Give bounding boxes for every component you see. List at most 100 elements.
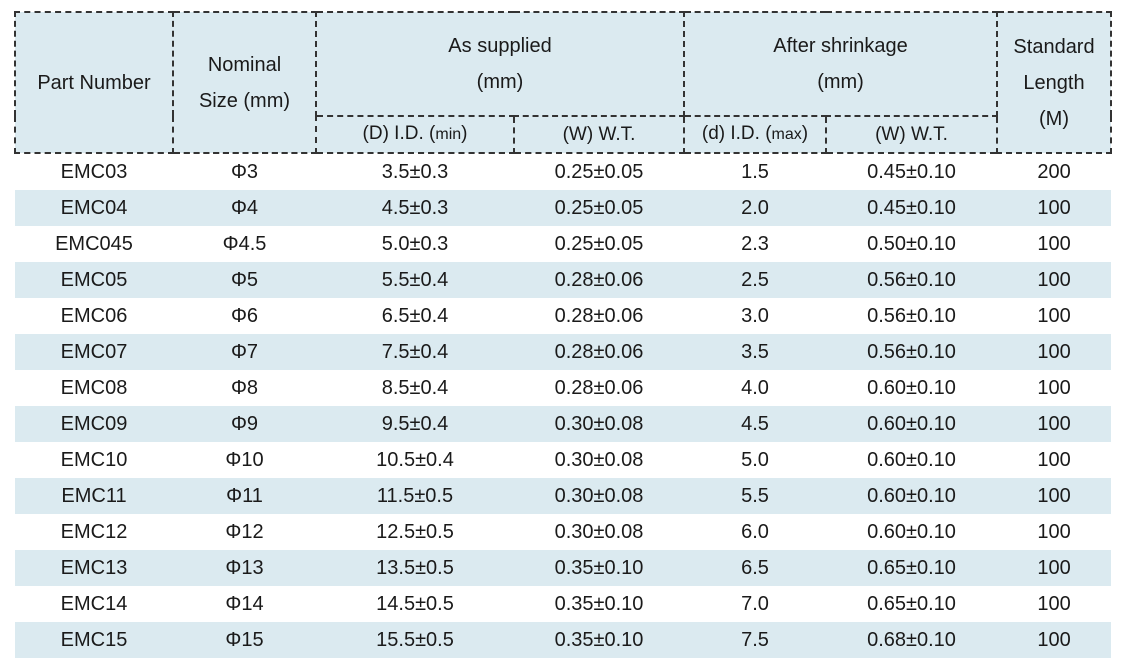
supplied-id-cell: 5.5±0.4 [316, 262, 514, 298]
nominal-size-cell: Φ6 [230, 305, 259, 327]
header-supplied-id-suffix: ) [461, 123, 468, 144]
part-number-cell: EMC14 [60, 593, 128, 615]
supplied-wt-cell: 0.30±0.08 [514, 478, 684, 514]
header-supplied-wt-label: (W) W.T. [562, 123, 636, 145]
table-row: EMC08 Φ8 8.5±0.4 0.28±0.06 4.0 0.60±0.10 100 [15, 370, 1111, 406]
shrunk-wt-cell: 0.45±0.10 [826, 190, 998, 226]
supplied-wt-cell: 0.30±0.08 [514, 406, 684, 442]
header-standard-length-line3: (M) [1039, 107, 1069, 130]
header-shrunk-id: (d) I.D. (max) [683, 115, 827, 154]
supplied-id-cell: 8.5±0.4 [381, 377, 449, 399]
nominal-size-cell: Φ9 [173, 406, 316, 442]
supplied-id-cell: 11.5±0.5 [316, 478, 514, 514]
standard-length-cell: 100 [1037, 593, 1071, 615]
supplied-wt-cell: 0.28±0.06 [514, 334, 684, 370]
table-row: EMC14 Φ14 14.5±0.5 0.35±0.10 7.0 0.65±0.10 100 [15, 586, 1111, 622]
shrunk-wt-cell: 0.56±0.10 [826, 262, 998, 298]
header-part-number-label: Part Number [37, 71, 151, 94]
standard-length-cell: 100 [997, 190, 1112, 226]
nominal-size-cell: Φ12 [225, 521, 264, 543]
header-shrunk-wt: (W) W.T. [824, 115, 999, 154]
part-number-cell: EMC07 [15, 334, 173, 370]
header-shrunk-wt-label: (W) W.T. [875, 123, 948, 145]
header-after-shrinkage-line1: After shrinkage [773, 35, 908, 57]
standard-length-cell: 100 [997, 550, 1112, 586]
header-shrunk-id-prefix: (d) I.D. ( [701, 123, 772, 144]
supplied-wt-cell: 0.35±0.10 [554, 593, 644, 615]
header-as-supplied: As supplied (mm) [315, 11, 685, 117]
table-body: EMC03 Φ3 3.5±0.3 0.25±0.05 1.5 0.45±0.10 200 EM… [15, 153, 1112, 658]
standard-length-cell: 100 [997, 262, 1112, 298]
table-row: EMC05 Φ5 5.5±0.4 0.28±0.06 2.5 0.56±0.10 100 [15, 262, 1112, 298]
header-as-supplied-line2: (mm) [476, 71, 524, 93]
table-row: EMC07 Φ7 7.5±0.4 0.28±0.06 3.5 0.56±0.10 100 [15, 334, 1112, 370]
shrunk-wt-cell: 0.60±0.10 [867, 521, 956, 543]
supplied-wt-cell: 0.25±0.05 [554, 161, 644, 183]
header-nominal-size-line1: Nominal [207, 53, 282, 76]
nominal-size-cell: Φ8 [230, 377, 259, 399]
shrunk-id-cell: 2.0 [684, 190, 826, 226]
nominal-size-cell: Φ7 [173, 334, 316, 370]
supplied-id-cell: 12.5±0.5 [376, 521, 454, 543]
shrunk-id-cell: 7.5 [684, 622, 826, 658]
nominal-size-cell: Φ15 [173, 622, 316, 658]
standard-length-cell: 100 [997, 334, 1112, 370]
standard-length-cell: 100 [1037, 305, 1071, 327]
part-number-cell: EMC05 [15, 262, 173, 298]
shrunk-wt-cell: 0.56±0.10 [867, 305, 956, 327]
standard-length-cell: 200 [1037, 161, 1071, 183]
header-nominal-size: Nominal Size (mm) [172, 11, 317, 154]
part-number-cell: EMC11 [15, 478, 173, 514]
header-shrunk-id-suffix: ) [801, 123, 809, 144]
header-standard-length-line1: Standard [1013, 35, 1095, 58]
supplied-wt-cell: 0.35±0.10 [514, 622, 684, 658]
table-row: EMC045 Φ4.5 5.0±0.3 0.25±0.05 2.3 0.50±0.10 10… [15, 226, 1111, 262]
nominal-size-cell: Φ13 [173, 550, 316, 586]
shrunk-wt-cell: 0.60±0.10 [867, 449, 956, 471]
table-row: EMC09 Φ9 9.5±0.4 0.30±0.08 4.5 0.60±0.10 100 [15, 406, 1112, 442]
supplied-id-cell: 9.5±0.4 [316, 406, 514, 442]
standard-length-cell: 100 [997, 406, 1112, 442]
header-supplied-wt: (W) W.T. [513, 115, 685, 154]
shrunk-wt-cell: 0.60±0.10 [826, 406, 998, 442]
supplied-id-cell: 13.5±0.5 [316, 550, 514, 586]
nominal-size-cell: Φ11 [173, 478, 316, 514]
part-number-cell: EMC08 [60, 377, 128, 399]
shrunk-id-cell: 6.0 [741, 521, 769, 543]
part-number-cell: EMC13 [15, 550, 173, 586]
shrunk-id-cell: 2.3 [741, 233, 769, 255]
standard-length-cell: 100 [997, 622, 1112, 658]
header-supplied-id-prefix: (D) I.D. ( [362, 123, 436, 144]
supplied-id-cell: 3.5±0.3 [381, 161, 449, 183]
table-header: Part Number Nominal Size (mm) As supplie… [14, 11, 1113, 154]
shrunk-wt-cell: 0.65±0.10 [867, 593, 956, 615]
supplied-wt-cell: 0.35±0.10 [514, 550, 684, 586]
supplied-id-cell: 10.5±0.4 [376, 449, 454, 471]
shrunk-id-cell: 2.5 [684, 262, 826, 298]
part-number-cell: EMC10 [60, 449, 128, 471]
supplied-id-cell: 15.5±0.5 [316, 622, 514, 658]
table-row: EMC13 Φ13 13.5±0.5 0.35±0.10 6.5 0.65±0.10 100 [15, 550, 1112, 586]
table-row: EMC10 Φ10 10.5±0.4 0.30±0.08 5.0 0.60±0.10 100 [15, 442, 1111, 478]
shrunk-wt-cell: 0.68±0.10 [826, 622, 998, 658]
shrunk-id-cell: 6.5 [684, 550, 826, 586]
part-number-cell: EMC12 [60, 521, 128, 543]
standard-length-cell: 100 [1037, 521, 1071, 543]
header-as-supplied-line1: As supplied [448, 35, 552, 57]
shrunk-wt-cell: 0.56±0.10 [826, 334, 998, 370]
supplied-wt-cell: 0.28±0.06 [554, 305, 644, 327]
table-row: EMC03 Φ3 3.5±0.3 0.25±0.05 1.5 0.45±0.10 200 [15, 153, 1111, 190]
supplied-wt-cell: 0.25±0.05 [554, 233, 644, 255]
standard-length-cell: 100 [1037, 377, 1071, 399]
nominal-size-cell: Φ10 [225, 449, 264, 471]
standard-length-cell: 100 [1037, 233, 1071, 255]
table-row: EMC12 Φ12 12.5±0.5 0.30±0.08 6.0 0.60±0.10 100 [15, 514, 1111, 550]
header-shrunk-id-unit: max [771, 126, 802, 143]
table-row: EMC15 Φ15 15.5±0.5 0.35±0.10 7.5 0.68±0.10 100 [15, 622, 1112, 658]
nominal-size-cell: Φ5 [173, 262, 316, 298]
shrunk-wt-cell: 0.45±0.10 [867, 161, 956, 183]
shrunk-id-cell: 1.5 [741, 161, 769, 183]
supplied-wt-cell: 0.28±0.06 [514, 262, 684, 298]
header-supplied-id-unit: min [435, 126, 462, 143]
shrunk-id-cell: 5.5 [684, 478, 826, 514]
